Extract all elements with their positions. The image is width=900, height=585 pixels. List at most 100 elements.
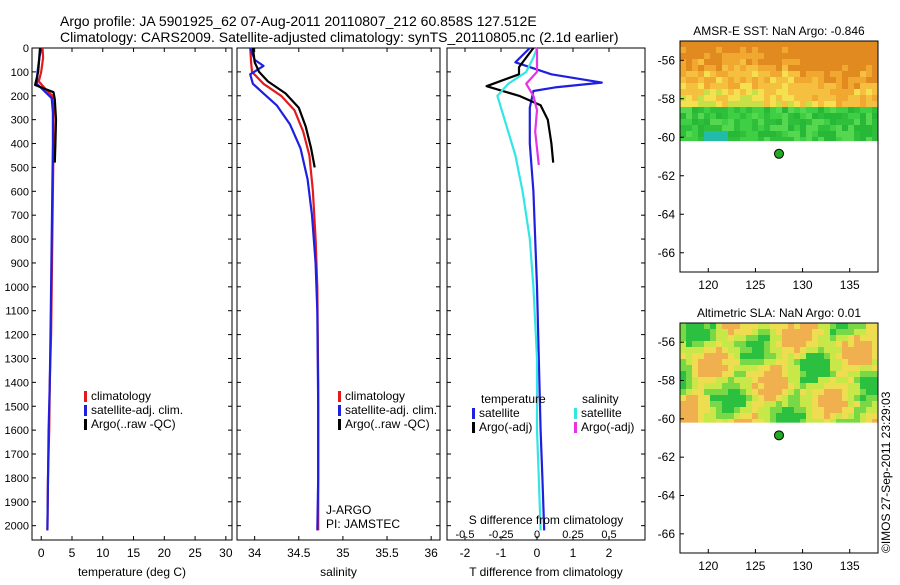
sla_map-cell [824, 383, 830, 389]
sla_map-cell [740, 419, 746, 423]
sst_map-cell [728, 41, 734, 47]
temperature-legend-swatch [84, 391, 87, 402]
sla_map-cell [824, 347, 830, 353]
sst_map-cell [698, 53, 704, 59]
sst_map-cell [806, 125, 812, 131]
sst_map-cell [860, 101, 866, 107]
sla_map-cell [818, 335, 824, 341]
sst_map-cell [794, 137, 800, 142]
sst_map-cell [848, 77, 854, 83]
salinity-xlabel: salinity [320, 565, 357, 579]
sla_map-cell [698, 323, 704, 329]
sla_map-cell [794, 335, 800, 341]
sla_map-cell [854, 377, 860, 383]
sla_map-cell [680, 353, 686, 359]
sla_map-cell [692, 359, 698, 365]
difference-series-0 [514, 47, 603, 531]
sst_map-cell [692, 77, 698, 83]
sla_map-cell [764, 335, 770, 341]
salinity-xtick-label: 36 [424, 546, 438, 560]
sla_map-cell [710, 347, 716, 353]
sst_map-cell [812, 125, 818, 131]
sst_map-cell [734, 83, 740, 89]
sst_map-cell [710, 47, 716, 53]
sst_map-cell [722, 89, 728, 95]
salinity-legend-swatch [338, 391, 341, 402]
sla_map-cell [782, 407, 788, 413]
sla_map-cell [806, 359, 812, 365]
sla_map-cell [812, 335, 818, 341]
sst_map-cell [806, 77, 812, 83]
sst_map-ytick-label: -62 [658, 169, 676, 183]
sst_map-cell [824, 47, 830, 53]
sst_map-cell [722, 59, 728, 65]
sst_map-cell [872, 59, 878, 65]
sst_map-cell [872, 95, 878, 101]
sla_map-cell [746, 323, 752, 329]
sla_map-cell [698, 341, 704, 347]
sst_map-cell [740, 41, 746, 47]
sla_map-cell [698, 389, 704, 395]
sla_map-cell [836, 365, 842, 371]
sla_map-cell [842, 395, 848, 401]
sst_map-cell [734, 59, 740, 65]
sla_map-cell [836, 341, 842, 347]
sla_map-cell [692, 413, 698, 419]
sst_map-cell [734, 119, 740, 125]
sst_map-cell [716, 41, 722, 47]
sst_map-cell [686, 41, 692, 47]
sla_map-cell [782, 365, 788, 371]
salinity-xtick-label: 35 [336, 546, 350, 560]
sla_map-cell [776, 335, 782, 341]
sla_map-cell [740, 401, 746, 407]
sst_map-cell [728, 107, 734, 113]
sst_map-cell [812, 89, 818, 95]
sla_map-cell [788, 329, 794, 335]
sst_map-cell [734, 71, 740, 77]
sst_map-cell [752, 71, 758, 77]
sst_map-cell [776, 119, 782, 125]
sst_map-cell [758, 89, 764, 95]
sst_map-xtick-label: 135 [840, 278, 860, 292]
sla_map-cell [800, 353, 806, 359]
sla_map-cell [752, 371, 758, 377]
sst_map-cell [752, 101, 758, 107]
sst_map-cell [740, 83, 746, 89]
sst_map-cell [782, 137, 788, 142]
depth-tick-label: 1300 [5, 353, 29, 365]
sla_map-cell [734, 353, 740, 359]
sla_map-cell [722, 419, 728, 423]
sst_map-cell [842, 65, 848, 71]
sst_map-cell [872, 137, 878, 142]
sla_map-cell [872, 329, 878, 335]
sla_map-cell [794, 341, 800, 347]
sla_map-cell [764, 401, 770, 407]
sdiff-tick-label: 0.5 [601, 529, 616, 541]
sla_map-cell [812, 353, 818, 359]
sst_map-cell [866, 47, 872, 53]
sst_map-cell [830, 77, 836, 83]
sla_map-cell [800, 377, 806, 383]
sst_map-cell [782, 89, 788, 95]
sst_map-cell [740, 131, 746, 137]
sst_map-cell [698, 137, 704, 142]
sst_map-cell [716, 71, 722, 77]
sst_map-cell [716, 59, 722, 65]
sst_map-cell [776, 47, 782, 53]
sst_map-cell [812, 53, 818, 59]
sla_map-cell [788, 347, 794, 353]
sst_map-cell [770, 125, 776, 131]
sst_map-cell [842, 107, 848, 113]
sst_map-cell [704, 131, 710, 137]
sla_map-cell [764, 413, 770, 419]
sla_map-cell [872, 407, 878, 413]
sst_map-cell [710, 125, 716, 131]
sla_map-cell [866, 407, 872, 413]
sla_map-cell [824, 371, 830, 377]
sla_map-cell [788, 407, 794, 413]
sla_map-cell [704, 353, 710, 359]
sla_map-cell [686, 395, 692, 401]
sla_map-cell [824, 377, 830, 383]
sst_map-cell [710, 77, 716, 83]
sla_map-cell [704, 401, 710, 407]
